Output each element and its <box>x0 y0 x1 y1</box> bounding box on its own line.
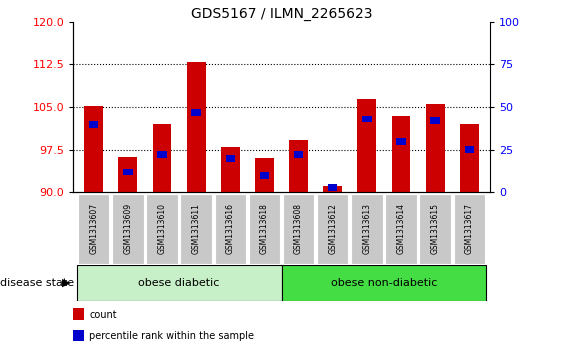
Bar <box>362 115 372 122</box>
Bar <box>328 184 337 191</box>
Bar <box>187 62 205 192</box>
Bar <box>358 98 376 192</box>
FancyBboxPatch shape <box>454 194 485 264</box>
Text: GSM1313611: GSM1313611 <box>191 203 200 254</box>
Text: GSM1313612: GSM1313612 <box>328 203 337 254</box>
Text: GSM1313616: GSM1313616 <box>226 203 235 254</box>
Bar <box>118 157 137 192</box>
Text: ▶: ▶ <box>62 278 70 288</box>
FancyBboxPatch shape <box>419 194 451 264</box>
Text: GSM1313615: GSM1313615 <box>431 203 440 254</box>
FancyBboxPatch shape <box>180 194 212 264</box>
Text: GSM1313613: GSM1313613 <box>363 203 372 254</box>
Bar <box>226 155 235 162</box>
Bar <box>464 146 474 153</box>
Bar <box>396 138 406 144</box>
Text: GSM1313610: GSM1313610 <box>158 203 167 254</box>
FancyBboxPatch shape <box>215 194 246 264</box>
FancyBboxPatch shape <box>77 265 282 301</box>
FancyBboxPatch shape <box>351 194 383 264</box>
Text: GSM1313617: GSM1313617 <box>465 203 474 254</box>
Bar <box>221 147 240 192</box>
Bar <box>255 158 274 192</box>
Bar <box>73 309 84 320</box>
FancyBboxPatch shape <box>146 194 178 264</box>
Text: GSM1313608: GSM1313608 <box>294 203 303 254</box>
Bar <box>84 106 103 192</box>
Bar <box>392 115 410 192</box>
Text: obese non-diabetic: obese non-diabetic <box>330 278 437 288</box>
FancyBboxPatch shape <box>112 194 144 264</box>
Bar <box>157 151 167 158</box>
Text: GSM1313614: GSM1313614 <box>396 203 405 254</box>
Bar <box>294 151 303 158</box>
Text: percentile rank within the sample: percentile rank within the sample <box>89 331 254 341</box>
Text: disease state: disease state <box>0 278 74 288</box>
Text: obese diabetic: obese diabetic <box>138 278 220 288</box>
Bar <box>153 124 171 192</box>
FancyBboxPatch shape <box>283 194 314 264</box>
Bar <box>426 104 445 192</box>
Text: GSM1313618: GSM1313618 <box>260 203 269 254</box>
Text: GSM1313607: GSM1313607 <box>89 203 98 254</box>
Bar <box>431 117 440 124</box>
Bar <box>260 172 269 179</box>
FancyBboxPatch shape <box>78 194 109 264</box>
Bar <box>123 168 132 175</box>
Bar <box>460 124 479 192</box>
Title: GDS5167 / ILMN_2265623: GDS5167 / ILMN_2265623 <box>191 7 372 21</box>
FancyBboxPatch shape <box>385 194 417 264</box>
Bar <box>289 139 308 192</box>
FancyBboxPatch shape <box>249 194 280 264</box>
Bar <box>191 109 201 115</box>
Text: count: count <box>89 310 117 319</box>
FancyBboxPatch shape <box>282 265 486 301</box>
Bar <box>323 185 342 192</box>
Text: GSM1313609: GSM1313609 <box>123 203 132 254</box>
Bar <box>73 330 84 341</box>
Bar <box>89 121 99 127</box>
FancyBboxPatch shape <box>317 194 348 264</box>
